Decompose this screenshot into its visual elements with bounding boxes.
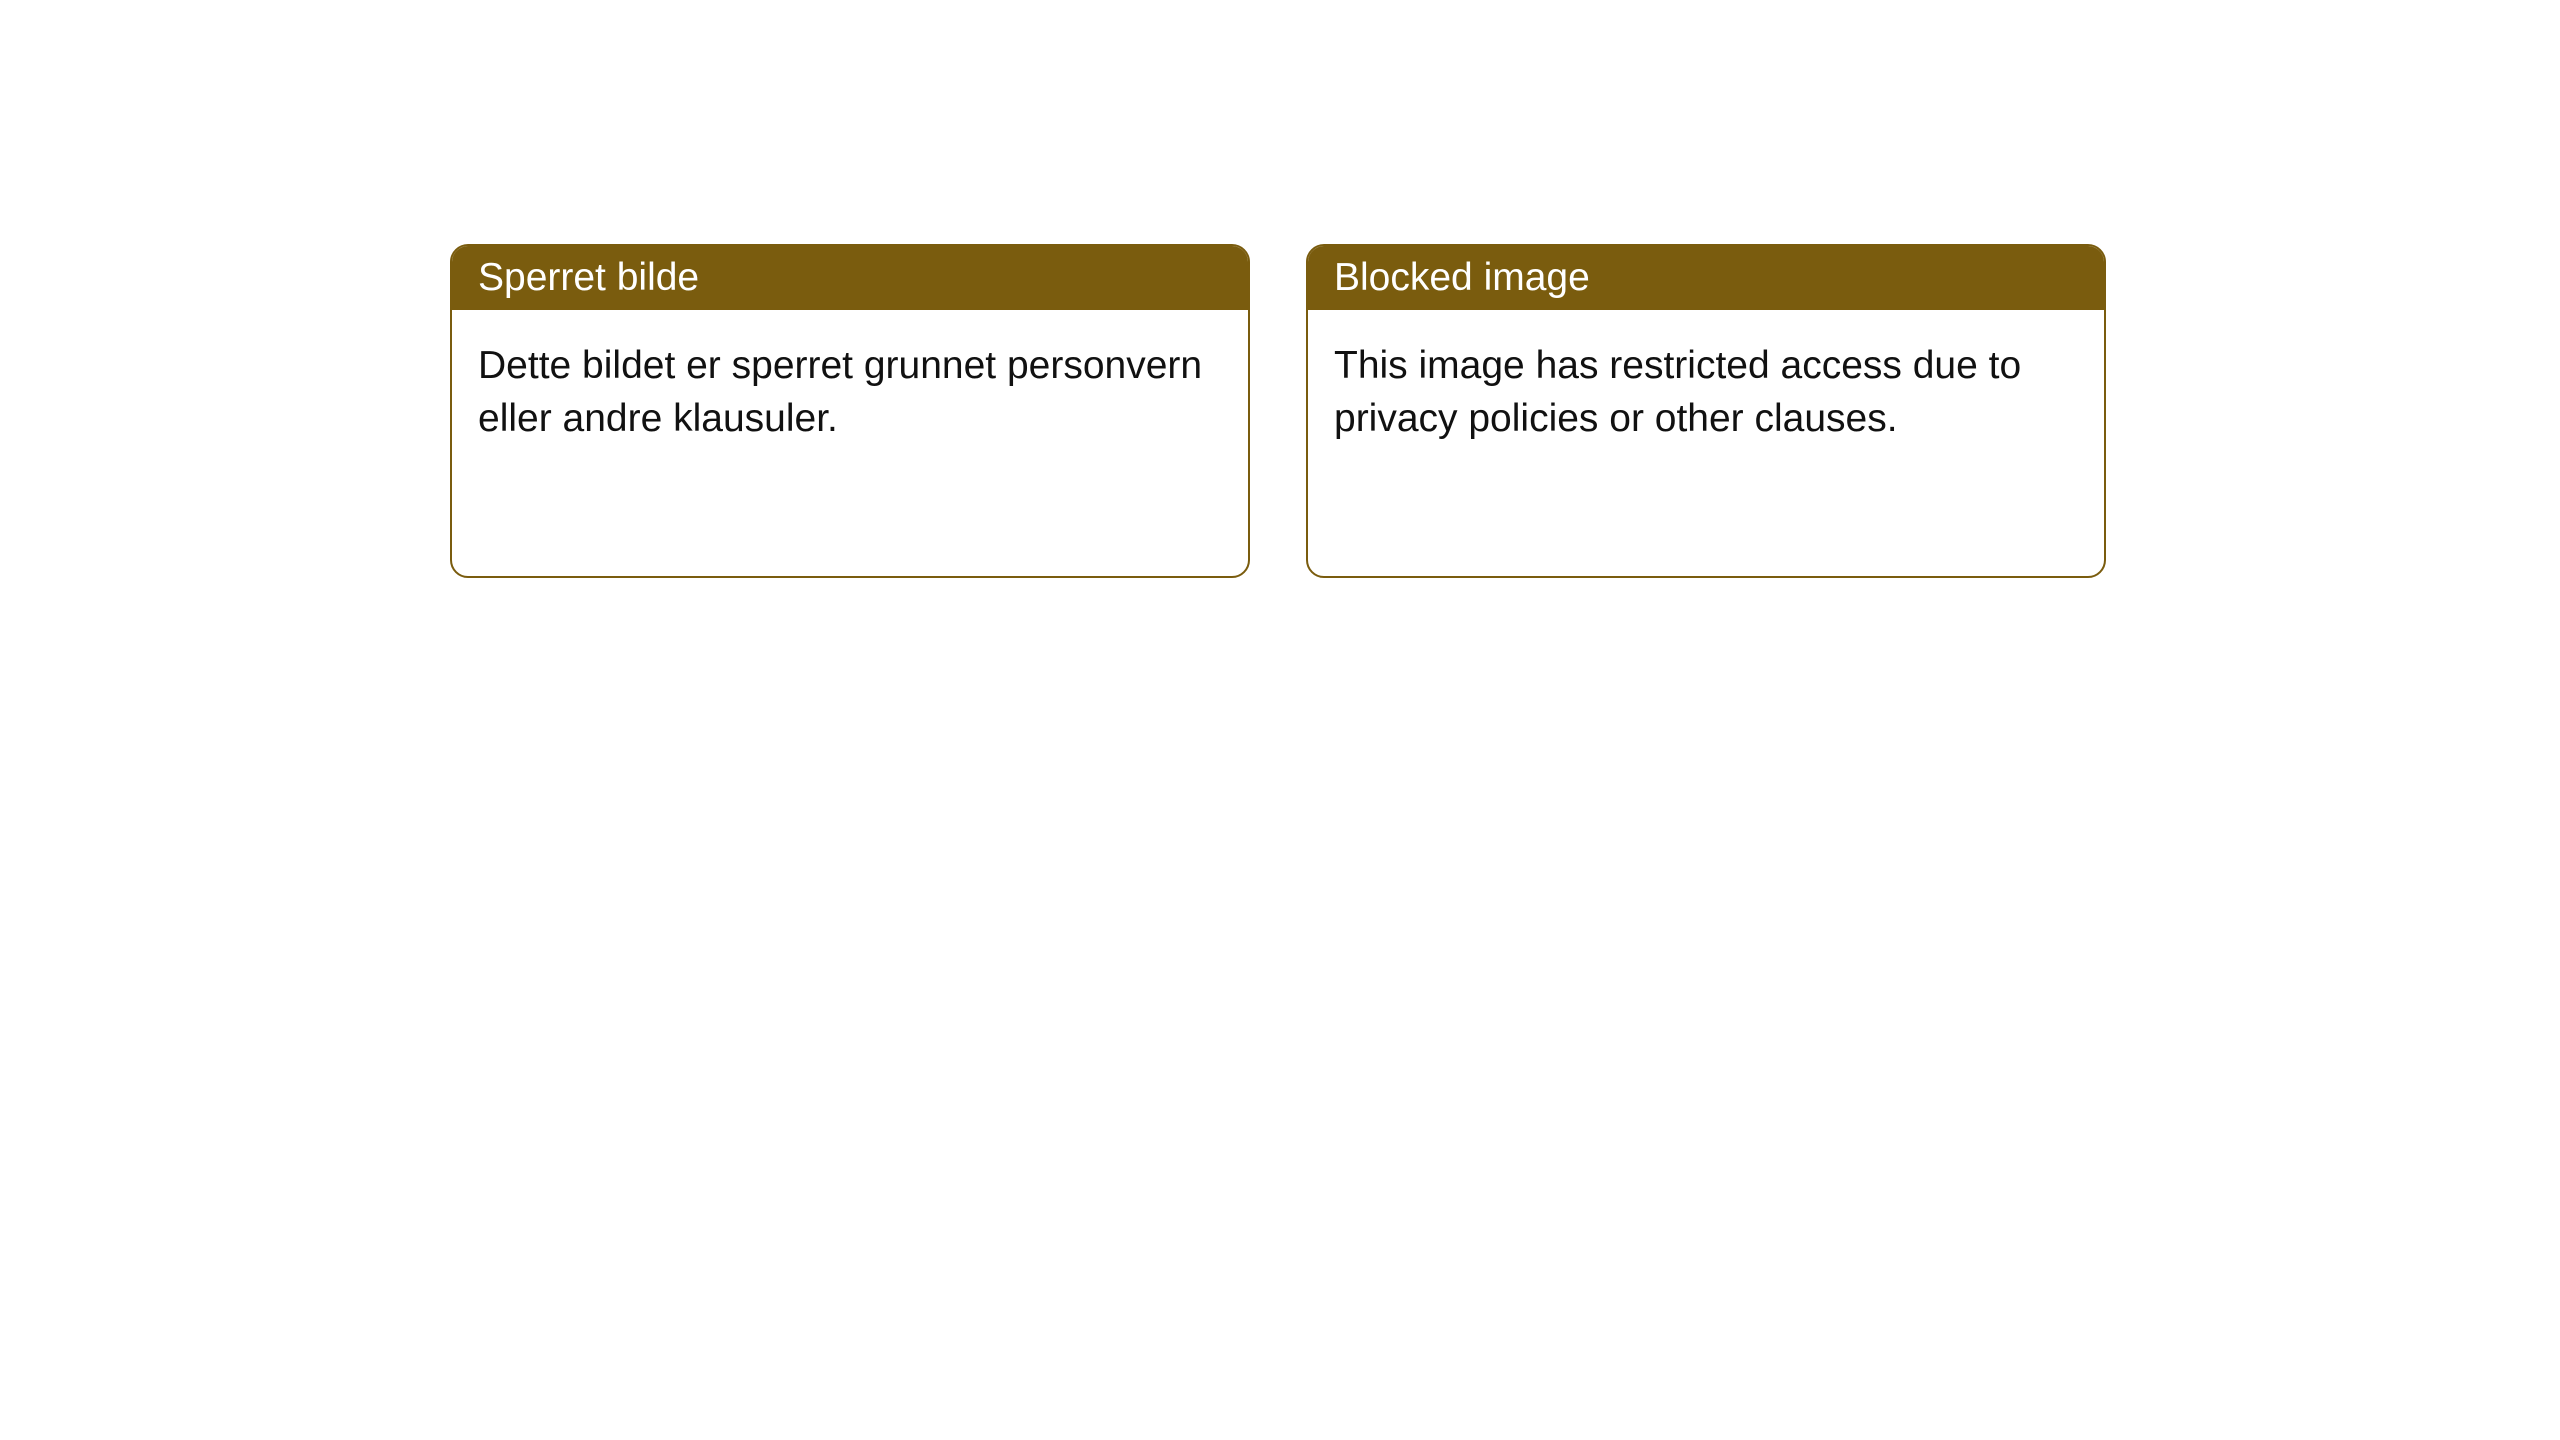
notice-container: Sperret bilde Dette bildet er sperret gr… [450, 244, 2106, 578]
blocked-image-panel-en: Blocked image This image has restricted … [1306, 244, 2106, 578]
blocked-image-panel-no: Sperret bilde Dette bildet er sperret gr… [450, 244, 1250, 578]
panel-body-en: This image has restricted access due to … [1308, 310, 2104, 475]
panel-header-en: Blocked image [1308, 246, 2104, 310]
panel-body-no: Dette bildet er sperret grunnet personve… [452, 310, 1248, 475]
panel-header-no: Sperret bilde [452, 246, 1248, 310]
